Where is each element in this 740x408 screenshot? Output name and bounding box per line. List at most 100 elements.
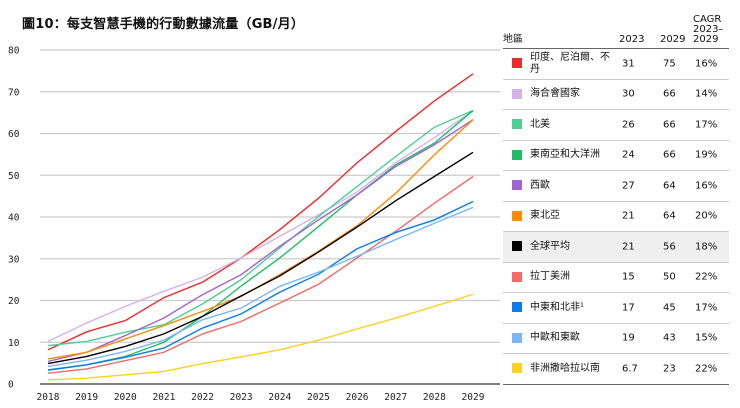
value-cagr: 22% (695, 271, 718, 283)
value-cagr: 18% (695, 241, 718, 253)
value-cagr: 17% (695, 119, 718, 131)
x-tick-label: 2023 (230, 392, 253, 403)
series-line (47, 109, 474, 343)
value-cagr: 17% (695, 302, 718, 314)
series-line (47, 293, 474, 381)
table-row: 海合會國家 30 66 14% (503, 80, 729, 110)
table-row: 拉丁美洲 15 50 22% (503, 263, 729, 293)
value-cagr: 22% (695, 363, 718, 375)
region-name: 拉丁美洲 (530, 271, 570, 283)
value-2029: 45 (663, 302, 676, 314)
series-line (47, 175, 474, 374)
series-line (47, 151, 474, 365)
table-row: 非洲撒哈拉以南 6.7 23 22% (503, 354, 729, 385)
series-line (47, 119, 474, 363)
series-line (47, 110, 474, 371)
value-2029: 66 (663, 88, 676, 100)
header-2029: 2029 (660, 34, 686, 45)
region-name: 中歐和東歐 (530, 332, 580, 344)
value-cagr: 16% (695, 180, 718, 192)
y-tick-label: 80 (8, 46, 20, 57)
legend-table: 地區 2023 2029 CAGR 2023–2029 印度、尼泊爾、不丹 31… (503, 14, 729, 385)
x-tick-label: 2022 (191, 392, 214, 403)
value-2029: 75 (663, 58, 676, 70)
table-row: 全球平均 21 56 18% (503, 232, 729, 263)
value-2023: 27 (622, 180, 635, 192)
value-2023: 6.7 (622, 363, 638, 375)
x-tick-label: 2020 (114, 392, 137, 403)
x-tick-label: 2019 (75, 392, 98, 403)
series-line (47, 73, 474, 351)
region-name: 海合會國家 (530, 88, 580, 100)
value-cagr: 19% (695, 149, 718, 161)
value-cagr: 20% (695, 210, 718, 222)
legend-swatch (512, 119, 522, 129)
legend-swatch (512, 210, 522, 221)
region-name: 西歐 (530, 179, 550, 191)
legend-swatch (512, 149, 522, 160)
series-line (47, 119, 474, 360)
series-line (47, 109, 474, 347)
value-2023: 24 (622, 149, 635, 161)
legend-swatch (512, 302, 522, 312)
value-2023: 26 (622, 119, 635, 131)
region-name: 中東和北非¹ (530, 301, 585, 313)
table-row: 中歐和東歐 19 43 15% (503, 324, 729, 354)
line-chart: 0 10 20 30 40 50 60 70 80 2018 2019 2020 2021 2022 202… (8, 46, 500, 403)
x-tick-label: 2025 (307, 392, 330, 403)
value-2029: 23 (663, 363, 676, 375)
series-line (47, 200, 474, 371)
x-tick-label: 2026 (346, 392, 369, 403)
region-name: 東南亞和大洋洲 (530, 149, 600, 161)
legend-swatch (512, 271, 522, 282)
x-tick-label: 2018 (37, 392, 60, 403)
header-region: 地區 (503, 34, 523, 45)
value-2023: 21 (622, 241, 635, 253)
y-tick-label: 70 (8, 87, 20, 98)
value-2023: 30 (622, 88, 635, 100)
legend-swatch (512, 241, 522, 251)
y-tick-label: 60 (8, 129, 20, 140)
value-2023: 15 (622, 271, 635, 283)
value-2023: 21 (622, 210, 635, 222)
value-2029: 64 (663, 210, 676, 222)
x-tick-label: 2029 (462, 392, 485, 403)
table-row: 東南亞和大洋洲 24 66 19% (503, 141, 729, 171)
table-row: 東北亞 21 64 20% (503, 202, 729, 232)
x-tick-label: 2028 (423, 392, 446, 403)
region-name: 全球平均 (530, 240, 570, 252)
legend-swatch (512, 363, 522, 373)
chart-title: 圖10：每支智慧手機的行動數據流量（GB/月） (22, 17, 305, 32)
y-tick-label: 40 (8, 213, 20, 224)
value-cagr: 16% (695, 58, 718, 70)
header-cagr: CAGR 2023–2029 (693, 14, 724, 45)
table-row: 印度、尼泊爾、不丹 31 75 16% (503, 49, 729, 80)
value-2029: 56 (663, 241, 676, 253)
legend-swatch (512, 58, 522, 68)
value-cagr: 14% (695, 88, 718, 100)
value-2023: 17 (622, 302, 635, 314)
y-tick-label: 30 (8, 254, 20, 265)
legend-swatch (512, 332, 522, 343)
value-cagr: 15% (695, 332, 718, 344)
region-name: 北美 (530, 118, 550, 130)
y-tick-label: 10 (8, 338, 20, 349)
series-line (47, 206, 474, 368)
table-row: 中東和北非¹ 17 45 17% (503, 293, 729, 324)
table-row: 北美 26 66 17% (503, 110, 729, 141)
x-tick-label: 2027 (384, 392, 407, 403)
y-tick-label: 50 (8, 171, 20, 182)
legend-swatch (512, 180, 522, 190)
value-2029: 43 (663, 332, 676, 344)
value-2029: 66 (663, 119, 676, 131)
value-2023: 19 (622, 332, 635, 344)
x-tick-label: 2024 (268, 392, 291, 403)
value-2023: 31 (622, 58, 635, 70)
region-name: 東北亞 (530, 210, 560, 222)
region-name: 印度、尼泊爾、不丹 (530, 51, 610, 75)
table-row: 西歐 27 64 16% (503, 171, 729, 202)
value-2029: 50 (663, 271, 676, 283)
value-2029: 66 (663, 149, 676, 161)
header-2023: 2023 (619, 34, 645, 45)
legend-swatch (512, 88, 522, 99)
